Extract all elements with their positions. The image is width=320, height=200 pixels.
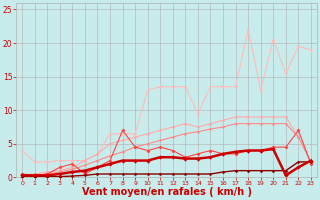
X-axis label: Vent moyen/en rafales ( km/h ): Vent moyen/en rafales ( km/h ) bbox=[82, 187, 252, 197]
